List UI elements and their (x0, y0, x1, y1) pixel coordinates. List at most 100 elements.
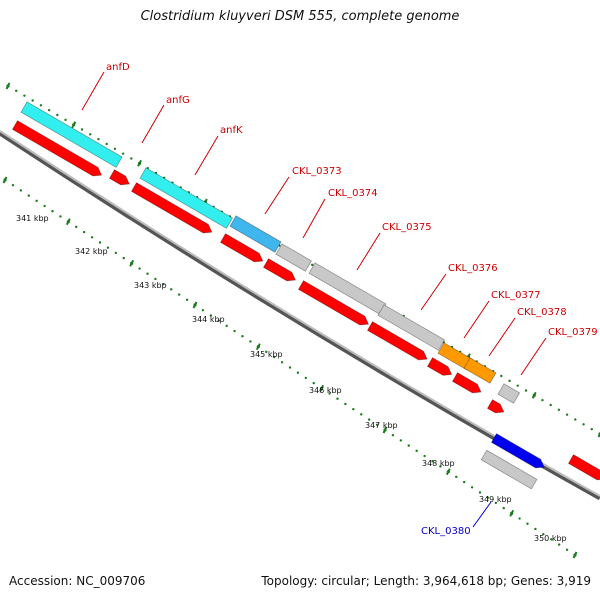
cds-CKL_0378[interactable] (451, 372, 482, 394)
leader-line (463, 300, 490, 339)
tick-mark (399, 439, 403, 442)
cds-CKL_0375[interactable] (297, 280, 370, 326)
leader-line (264, 176, 290, 215)
gene-label-CKL_0374[interactable]: CKL_0374 (328, 188, 378, 199)
tick-mark (526, 522, 529, 525)
gene-label-anfD[interactable]: anfD (106, 62, 130, 73)
map-title: Clostridium kluyveri DSM 555, complete g… (140, 9, 460, 24)
tick-major (382, 426, 388, 434)
gene-block-CKL_0378[interactable] (463, 357, 497, 384)
tick-mark (19, 189, 23, 192)
leader-line (141, 104, 165, 144)
tick-mark (367, 418, 371, 421)
tick-major (192, 301, 198, 309)
tick-mark (201, 309, 205, 312)
tick-mark (177, 293, 181, 296)
gene-label-CKL_0380[interactable]: CKL_0380 (421, 526, 471, 537)
tick-major (71, 121, 77, 129)
tick-mark (534, 527, 537, 531)
tick-mark (557, 408, 561, 412)
tick-mark (130, 157, 133, 160)
tick-mark (542, 532, 545, 536)
tick-mark (574, 418, 577, 421)
gene-block-CKL_0373[interactable] (229, 215, 282, 253)
tick-mark (557, 543, 561, 546)
tick-major (255, 343, 261, 351)
gene-label-CKL_0379[interactable]: CKL_0379 (548, 327, 598, 338)
tick-mark (508, 379, 511, 383)
tick-mark (494, 501, 498, 505)
tick-mark (170, 288, 173, 291)
tick-label: 344 kbp (192, 315, 225, 324)
gene-label-CKL_0373[interactable]: CKL_0373 (292, 166, 342, 177)
tick-mark (225, 324, 228, 328)
cds-CKL_0380[interactable] (490, 433, 545, 469)
tick-mark (462, 480, 466, 484)
gene-block-CKL_0376[interactable] (377, 304, 446, 351)
tick-mark (15, 89, 18, 93)
cds-CKL_0376[interactable] (366, 321, 428, 361)
tick-mark (47, 108, 51, 112)
tick-mark (39, 104, 43, 107)
cds-anfD[interactable] (11, 120, 103, 177)
accession-label: Accession: NC_009706 (9, 574, 146, 588)
tick-major (137, 159, 142, 167)
label-leaders (81, 71, 547, 528)
gene-block-CKL_0374[interactable] (275, 243, 312, 272)
tick-mark (106, 246, 110, 249)
gene-label-CKL_0376[interactable]: CKL_0376 (448, 263, 498, 274)
leader-line (194, 135, 219, 176)
tick-mark (304, 376, 308, 380)
leader-line (488, 317, 516, 357)
cds-anfK[interactable] (130, 182, 213, 234)
tick-mark (415, 449, 418, 453)
tick-label: 347 kbp (365, 421, 398, 430)
gene-block-anfD[interactable] (20, 101, 123, 168)
tick-mark (162, 282, 165, 286)
tick-mark (105, 142, 108, 146)
tick-mark (486, 496, 490, 499)
tick-mark (80, 128, 84, 131)
cds-CKL_0374[interactable] (262, 258, 297, 282)
leader-line (356, 232, 381, 271)
tick-mark (407, 444, 410, 447)
gene-label-anfK[interactable]: anfK (220, 125, 243, 136)
inner-tick-row (2, 176, 578, 559)
cds-CKL_0373[interactable] (219, 233, 264, 263)
leader-line (520, 337, 547, 376)
tick-mark (98, 241, 102, 244)
tick-mark (241, 335, 244, 338)
tick-mark (11, 184, 15, 187)
cds-anfG[interactable] (108, 169, 130, 186)
tick-mark (51, 210, 54, 213)
tick-mark (590, 427, 593, 431)
tick-label: 349 kbp (479, 495, 512, 504)
tick-mark (360, 413, 363, 416)
cds-next[interactable] (567, 454, 600, 481)
cds-CKL_0377[interactable] (426, 357, 453, 376)
tick-mark (64, 118, 67, 122)
gene-block-anfG[interactable] (139, 167, 234, 229)
tick-mark (233, 329, 236, 333)
tick-major (129, 259, 135, 267)
gene-label-CKL_0377[interactable]: CKL_0377 (491, 290, 541, 301)
tick-mark (375, 423, 379, 426)
gene-label-CKL_0375[interactable]: CKL_0375 (382, 222, 432, 233)
gene-label-CKL_0378[interactable]: CKL_0378 (517, 307, 567, 318)
feature-track (11, 101, 600, 490)
tick-major (2, 176, 8, 184)
tick-mark (35, 199, 38, 203)
tick-label: 350 kbp (534, 534, 567, 543)
tick-mark (249, 340, 252, 343)
tick-mark (113, 147, 117, 151)
gene-block-CKL_0380[interactable] (480, 449, 538, 490)
tick-mark (541, 398, 544, 402)
tick-mark (296, 371, 300, 374)
tick-major (65, 218, 71, 226)
gene-block-CKL_0377[interactable] (437, 342, 474, 371)
tick-mark (502, 506, 505, 510)
leader-line (472, 501, 492, 528)
cds-CKL_0379[interactable] (486, 399, 505, 414)
gene-label-anfG[interactable]: anfG (166, 95, 190, 106)
gene-block-CKL_0379[interactable] (497, 383, 521, 404)
